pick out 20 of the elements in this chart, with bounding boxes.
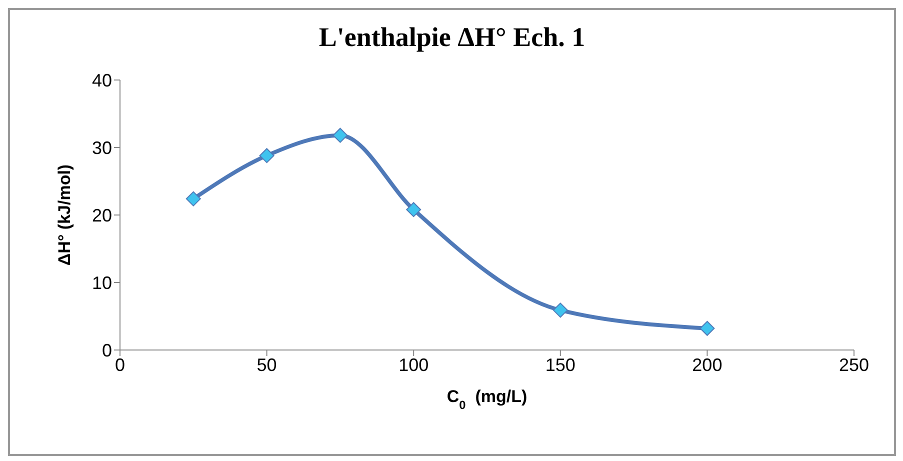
x-axis-title: C$_{0}$ (mg/L) <box>446 387 528 412</box>
point <box>186 191 201 206</box>
chart-title: L'enthalpie ΔH° Ech. 1 <box>318 22 586 53</box>
point <box>332 128 348 143</box>
point <box>700 320 715 336</box>
x-tick-label: 150 <box>545 354 576 375</box>
y-tick-label: 40 <box>92 70 112 90</box>
point <box>259 148 274 164</box>
x-tick-label: 0 <box>114 354 126 375</box>
point <box>406 202 422 218</box>
y-tick-label: 30 <box>92 138 112 158</box>
x-tick-label: 50 <box>256 354 277 375</box>
x-tick-label: 100 <box>398 354 429 375</box>
x-tick-label: 250 <box>838 354 870 375</box>
y-tick-label: 0 <box>102 340 112 360</box>
y-tick-label: 10 <box>92 272 112 293</box>
y-axis-title: ΔH° (kJ/mol) <box>55 164 74 266</box>
x-tick-label: 200 <box>692 354 722 375</box>
point <box>552 302 568 318</box>
y-tick-label: 20 <box>92 205 112 226</box>
